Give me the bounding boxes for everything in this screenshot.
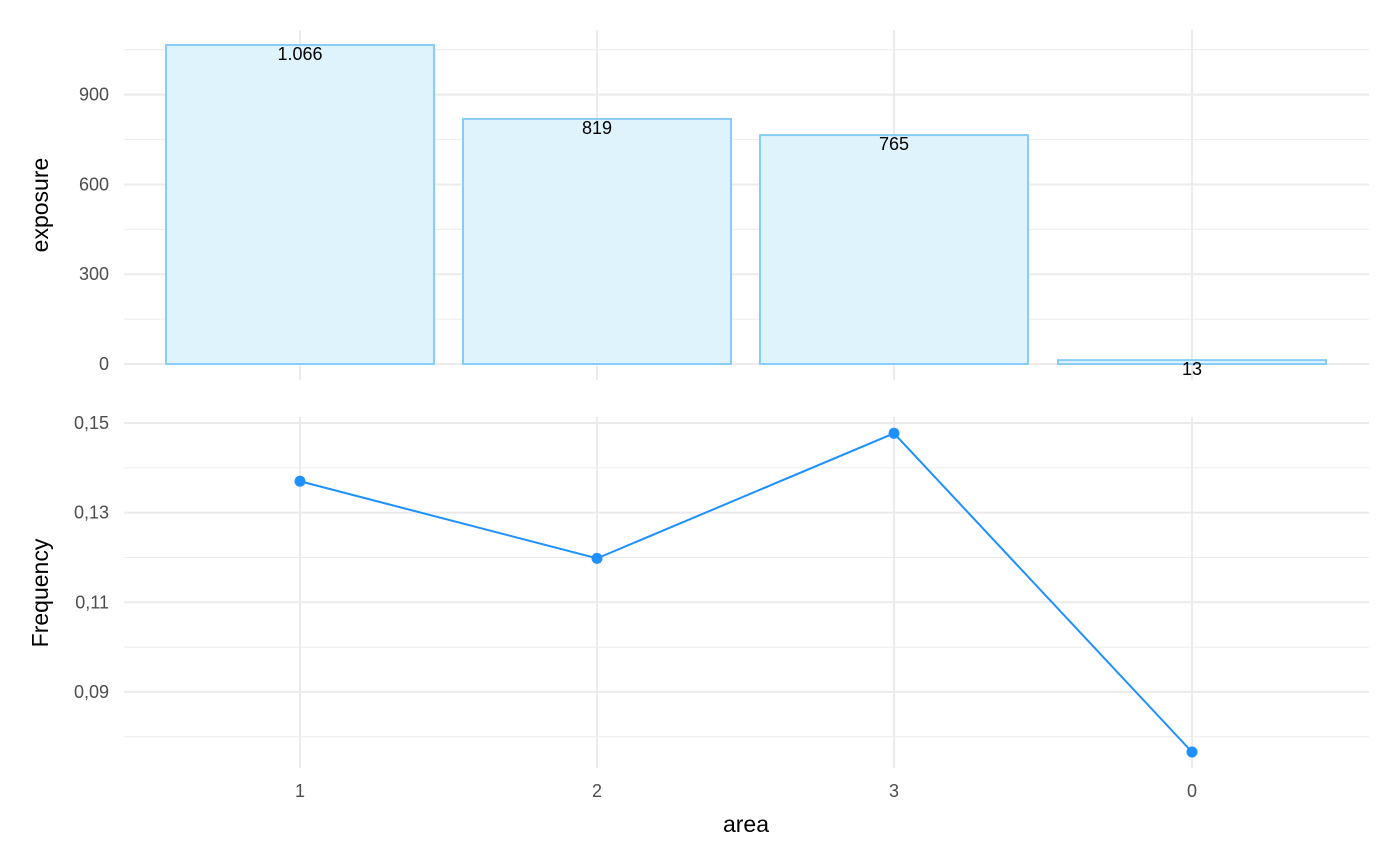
exposure-bars <box>165 44 1327 366</box>
exposure-bar-labels: 1.066 819 765 13 <box>277 44 1202 379</box>
exposure-y-tick-label: 300 <box>79 264 109 284</box>
frequency-panel: 0,09 0,11 0,13 0,15 1 2 3 0 Frequency area <box>27 413 1369 837</box>
exposure-panel: 1.066 819 765 13 0 300 600 900 exposure <box>27 30 1369 380</box>
frequency-axis-title: Frequency <box>27 538 53 647</box>
frequency-line <box>299 432 1193 753</box>
frequency-data-point <box>1186 746 1198 758</box>
frequency-data-point <box>591 552 603 564</box>
exposure-bar <box>1057 359 1327 365</box>
frequency-y-tick-label: 0,15 <box>74 413 109 433</box>
exposure-bar-value-label: 765 <box>879 134 909 154</box>
area-x-tick-label: 0 <box>1187 781 1197 801</box>
area-x-tick-label: 1 <box>295 781 305 801</box>
exposure-y-tick-label: 900 <box>79 85 109 105</box>
frequency-points <box>294 427 1198 758</box>
exposure-axis-title: exposure <box>27 158 53 253</box>
area-axis-title: area <box>723 811 769 837</box>
exposure-bar-value-label: 1.066 <box>277 44 322 64</box>
exposure-y-tick-label: 0 <box>99 354 109 374</box>
exposure-bar <box>759 134 1029 365</box>
exposure-y-tick-labels: 0 300 600 900 <box>79 85 109 374</box>
frequency-grid <box>124 417 1369 768</box>
frequency-y-tick-label: 0,13 <box>74 503 109 523</box>
area-x-tick-label: 2 <box>592 781 602 801</box>
frequency-y-tick-label: 0,11 <box>75 592 109 612</box>
area-x-tick-label: 3 <box>889 781 899 801</box>
exposure-bar <box>165 44 435 365</box>
exposure-y-tick-label: 600 <box>79 174 109 194</box>
frequency-data-point <box>888 427 900 439</box>
frequency-data-point <box>294 475 306 487</box>
exposure-bar <box>462 117 732 366</box>
area-x-tick-labels: 1 2 3 0 <box>295 781 1197 801</box>
frequency-y-tick-label: 0,09 <box>74 682 109 702</box>
frequency-series-line <box>299 432 1193 753</box>
exposure-bar-value-label: 819 <box>582 118 612 138</box>
exposure-bar-value-label: 13 <box>1182 359 1202 379</box>
frequency-y-tick-labels: 0,09 0,11 0,13 0,15 <box>74 413 109 702</box>
